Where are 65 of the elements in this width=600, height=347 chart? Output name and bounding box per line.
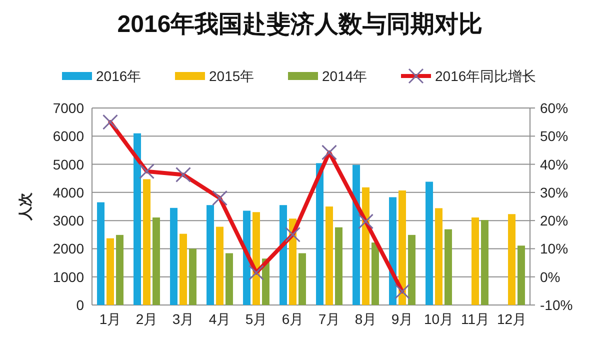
y2-tick-label: -10% bbox=[540, 297, 573, 313]
bar bbox=[97, 202, 105, 305]
bar bbox=[143, 179, 150, 305]
y-tick-label: 1000 bbox=[52, 268, 84, 285]
x-tick-label: 3月 bbox=[172, 311, 194, 327]
bar bbox=[371, 242, 379, 305]
x-tick-label: 7月 bbox=[318, 311, 340, 327]
legend-label: 2014年 bbox=[322, 68, 368, 84]
y-tick-label: 4000 bbox=[52, 184, 84, 200]
y-tick-label: 6000 bbox=[52, 128, 84, 144]
bar bbox=[426, 182, 434, 305]
y-tick-label: 5000 bbox=[52, 156, 84, 172]
bar bbox=[316, 163, 324, 305]
bar bbox=[352, 164, 360, 305]
bar bbox=[389, 197, 397, 305]
x-tick-label: 8月 bbox=[354, 311, 377, 327]
y2-tick-label: 0% bbox=[540, 268, 560, 285]
y2-tick-label: 40% bbox=[540, 156, 568, 172]
bar bbox=[435, 208, 442, 305]
y2-tick-label: 10% bbox=[540, 240, 568, 257]
y-tick-label: 2000 bbox=[52, 240, 84, 257]
legend-label: 2016年 bbox=[96, 68, 142, 84]
y2-tick-label: 20% bbox=[540, 212, 568, 229]
legend-label: 2015年 bbox=[209, 68, 254, 84]
y-tick-label: 7000 bbox=[52, 100, 84, 116]
bar bbox=[398, 190, 406, 305]
bar bbox=[362, 187, 370, 305]
x-tick-label: 12月 bbox=[496, 311, 527, 327]
bar bbox=[517, 246, 525, 305]
x-tick-label: 5月 bbox=[245, 311, 268, 327]
bar bbox=[170, 208, 178, 305]
y-tick-label: 0 bbox=[76, 297, 84, 313]
chart-title: 2016年我国赴斐济人数与同期对比 bbox=[117, 11, 483, 38]
bar bbox=[206, 205, 214, 305]
x-tick-label: 11月 bbox=[460, 311, 490, 327]
bar bbox=[508, 214, 516, 305]
bar bbox=[225, 253, 233, 305]
bar bbox=[134, 133, 142, 305]
bar bbox=[280, 205, 288, 305]
bar bbox=[298, 253, 306, 305]
bar bbox=[480, 220, 488, 305]
bar bbox=[326, 206, 333, 305]
bar bbox=[408, 234, 416, 305]
bar bbox=[106, 238, 114, 305]
bar bbox=[252, 212, 260, 305]
y-axis-title: 人次 bbox=[17, 192, 33, 222]
x-tick-label: 2月 bbox=[136, 311, 158, 327]
bar bbox=[216, 226, 224, 305]
y-tick-label: 3000 bbox=[52, 212, 84, 229]
y2-tick-label: 60% bbox=[540, 100, 568, 116]
bar bbox=[472, 217, 479, 305]
bar bbox=[116, 234, 124, 305]
x-tick-label: 9月 bbox=[391, 311, 414, 327]
y2-tick-label: 50% bbox=[540, 128, 568, 144]
x-tick-label: 1月 bbox=[99, 311, 122, 327]
x-tick-label: 10月 bbox=[424, 311, 454, 327]
x-tick-label: 4月 bbox=[208, 311, 231, 327]
y2-tick-label: 30% bbox=[540, 184, 568, 200]
x-tick-label: 6月 bbox=[282, 311, 304, 327]
legend-label: 2016年同比增长 bbox=[435, 68, 536, 84]
bar bbox=[152, 217, 160, 305]
bar bbox=[180, 234, 187, 305]
bar bbox=[444, 229, 452, 305]
bar bbox=[188, 248, 196, 305]
bar bbox=[334, 227, 342, 305]
